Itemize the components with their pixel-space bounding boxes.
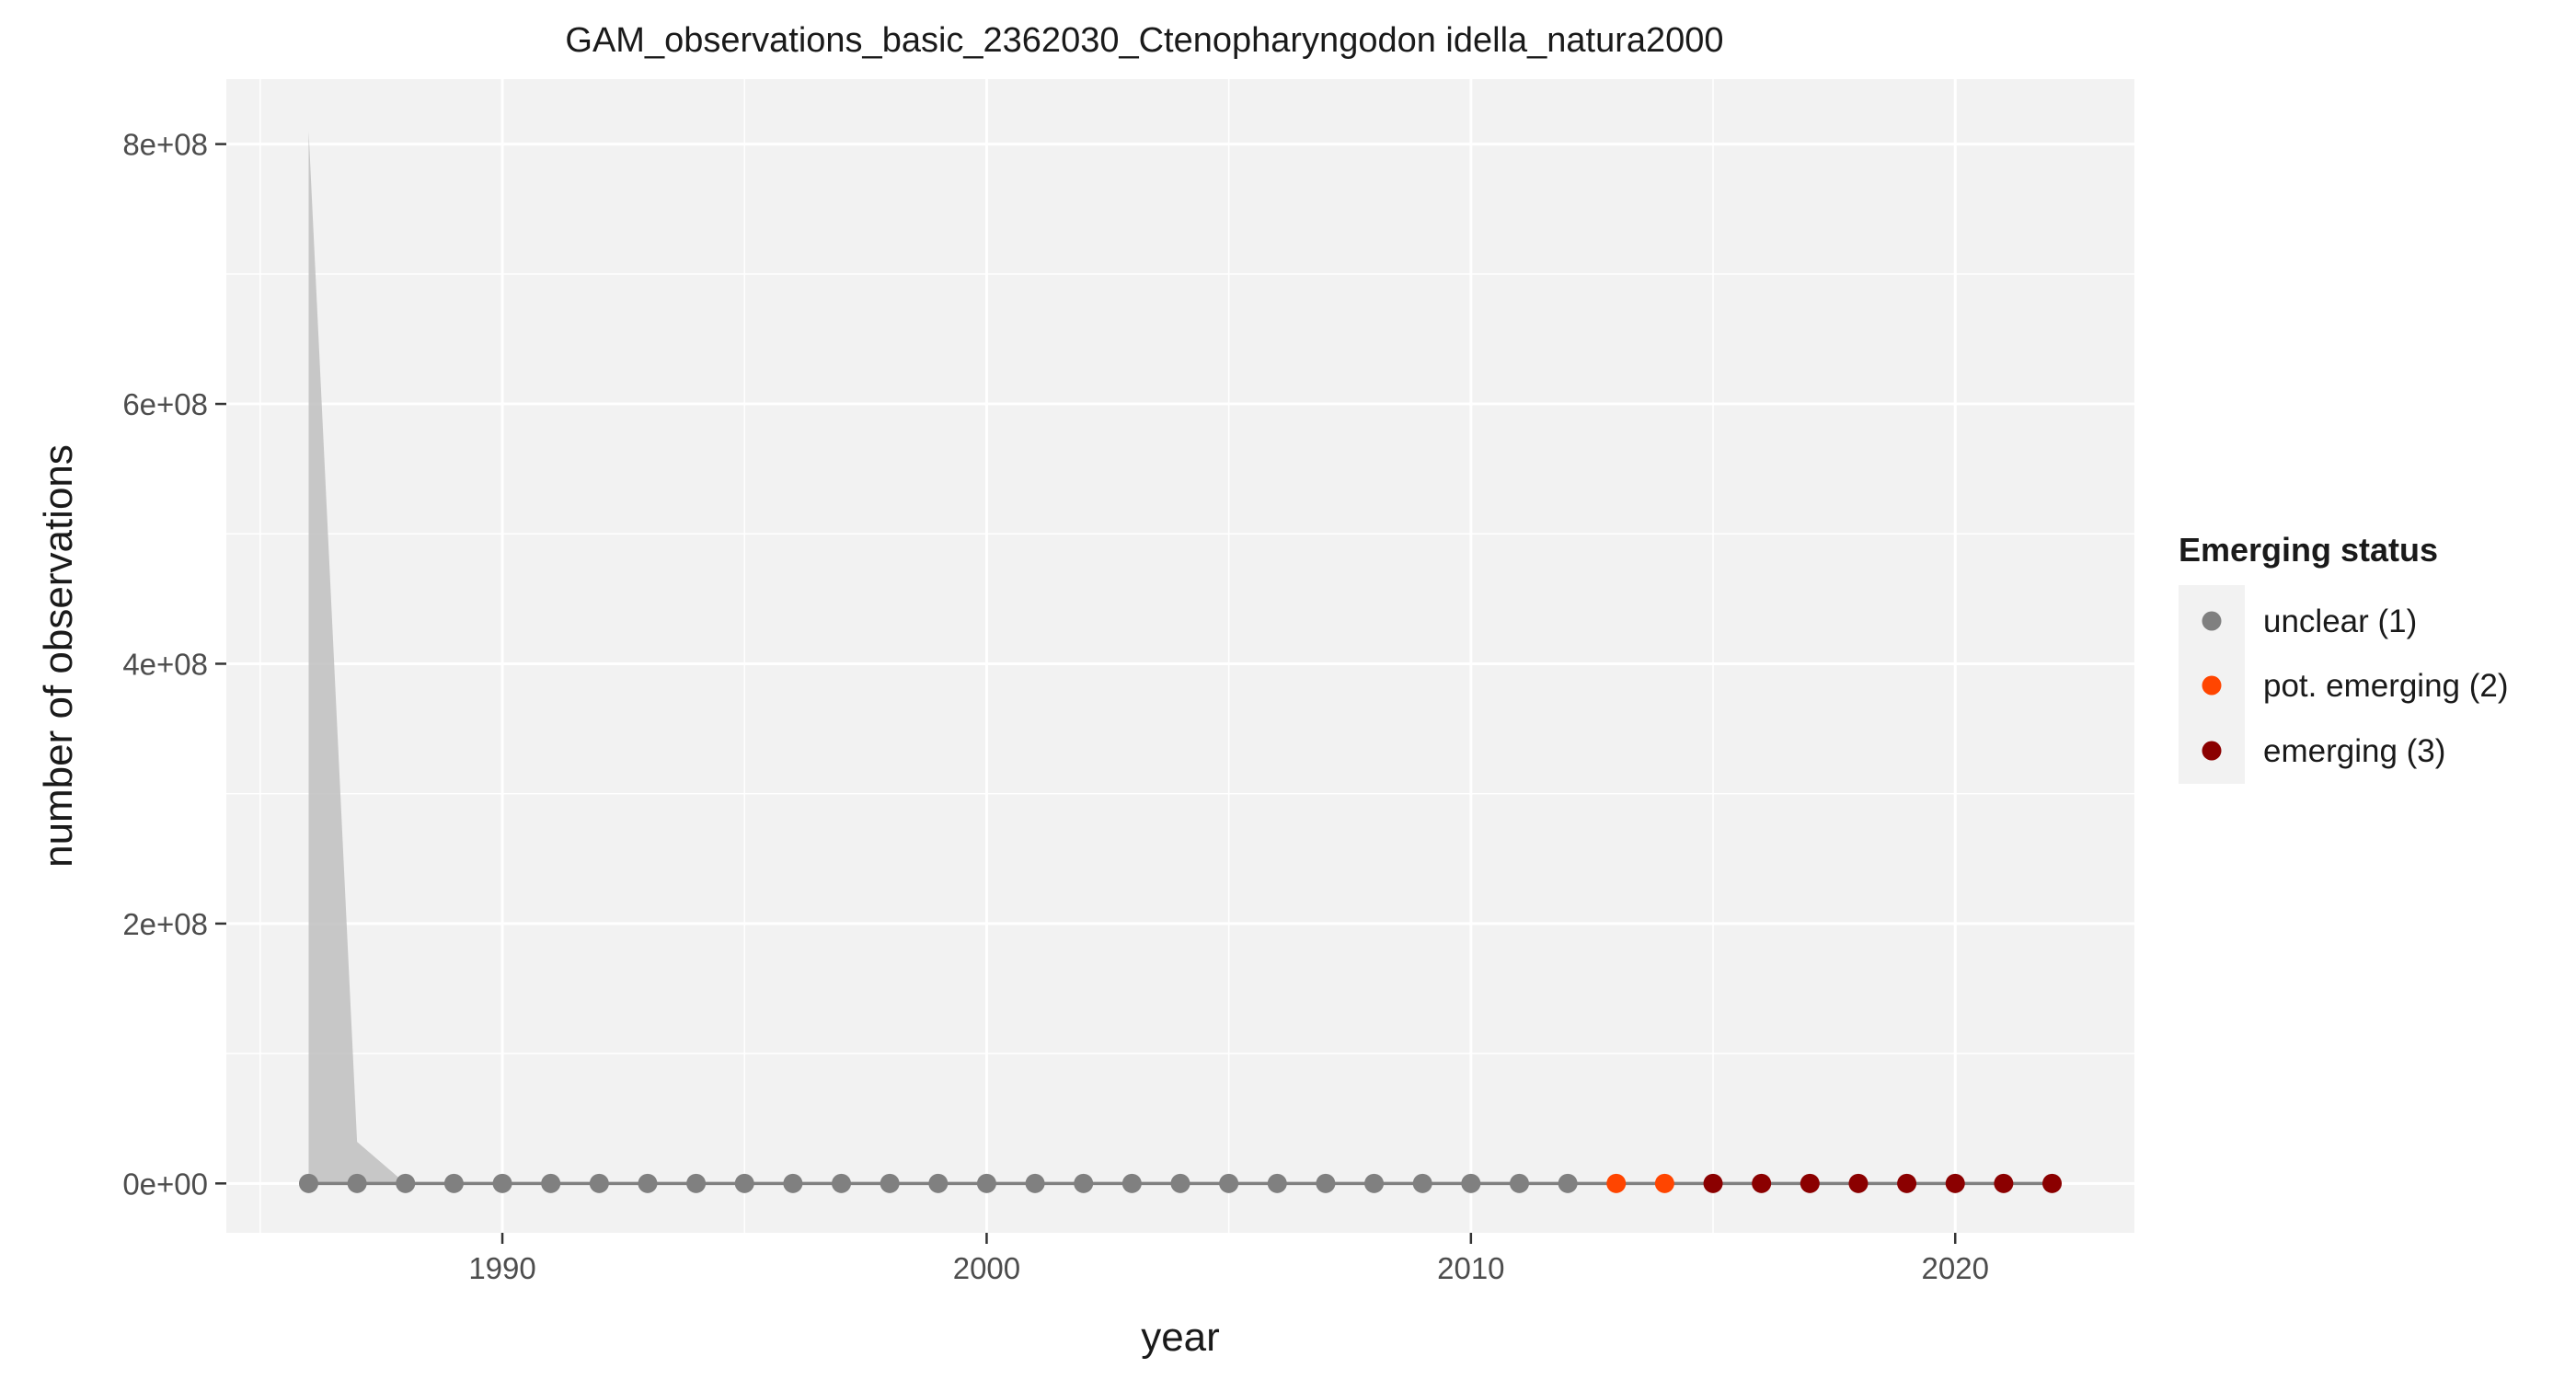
data-point-2014: [1654, 1173, 1674, 1193]
x-tick-label: 2020: [1922, 1251, 1989, 1285]
data-point-1992: [589, 1173, 609, 1193]
legend-label-1: unclear (1): [2263, 604, 2417, 639]
data-point-2005: [1219, 1173, 1239, 1193]
data-point-2018: [1848, 1173, 1869, 1193]
data-point-2007: [1316, 1173, 1336, 1193]
data-point-2011: [1509, 1173, 1529, 1193]
legend: Emerging status unclear (1) pot. emerging…: [2179, 531, 2509, 784]
data-point-2006: [1267, 1173, 1287, 1193]
data-point-1995: [734, 1173, 754, 1193]
data-point-2002: [1074, 1173, 1094, 1193]
data-point-2009: [1412, 1173, 1432, 1193]
data-point-2016: [1752, 1173, 1772, 1193]
data-point-1997: [832, 1173, 852, 1193]
data-point-1988: [396, 1173, 416, 1193]
legend-title: Emerging status: [2179, 531, 2438, 569]
y-tick-label: 2e+08: [122, 907, 208, 941]
data-point-2017: [1800, 1173, 1820, 1193]
y-axis: 0e+00 2e+08 4e+08 6e+08 8e+08: [122, 128, 226, 1201]
legend-key-1: [2202, 611, 2222, 631]
data-point-1987: [347, 1173, 367, 1193]
data-point-1998: [880, 1173, 900, 1193]
y-tick-label: 6e+08: [122, 387, 208, 421]
data-point-2013: [1606, 1173, 1627, 1193]
x-tick-label: 2010: [1437, 1251, 1504, 1285]
y-tick-label: 4e+08: [122, 647, 208, 681]
plot-panel: [226, 79, 2134, 1233]
data-point-2020: [1945, 1173, 1965, 1193]
data-point-2008: [1364, 1173, 1385, 1193]
y-axis-title: number of observations: [36, 444, 81, 868]
x-tick-label: 1990: [468, 1251, 535, 1285]
legend-items: unclear (1) pot. emerging (2) emerging (3): [2202, 604, 2509, 769]
data-point-1986: [298, 1173, 318, 1193]
minor-gridlines: [226, 79, 2134, 1233]
data-point-2004: [1170, 1173, 1190, 1193]
data-points: [298, 1173, 2063, 1193]
data-point-1996: [783, 1173, 803, 1193]
legend-key-2: [2202, 675, 2222, 696]
x-axis: 1990 2000 2010 2020: [468, 1233, 1989, 1285]
data-point-2003: [1121, 1173, 1142, 1193]
data-point-2021: [1994, 1173, 2014, 1193]
data-point-2001: [1025, 1173, 1045, 1193]
legend-label-3: emerging (3): [2263, 733, 2445, 769]
data-point-2000: [976, 1173, 996, 1193]
y-tick-label: 0e+00: [122, 1167, 208, 1201]
data-point-1990: [492, 1173, 512, 1193]
data-point-2012: [1558, 1173, 1578, 1193]
x-tick-label: 2000: [953, 1251, 1020, 1285]
data-point-1989: [443, 1173, 464, 1193]
data-point-2015: [1703, 1173, 1723, 1193]
y-tick-label: 8e+08: [122, 128, 208, 162]
legend-label-2: pot. emerging (2): [2263, 668, 2509, 704]
x-axis-title: year: [1141, 1315, 1220, 1360]
data-point-2022: [2042, 1173, 2063, 1193]
legend-key-3: [2202, 741, 2222, 761]
data-point-1994: [686, 1173, 707, 1193]
data-point-1993: [638, 1173, 658, 1193]
data-point-2010: [1461, 1173, 1481, 1193]
data-point-1991: [541, 1173, 561, 1193]
data-point-2019: [1897, 1173, 1917, 1193]
chart-title: GAM_observations_basic_2362030_Ctenophar…: [565, 21, 1723, 60]
data-point-1999: [928, 1173, 949, 1193]
